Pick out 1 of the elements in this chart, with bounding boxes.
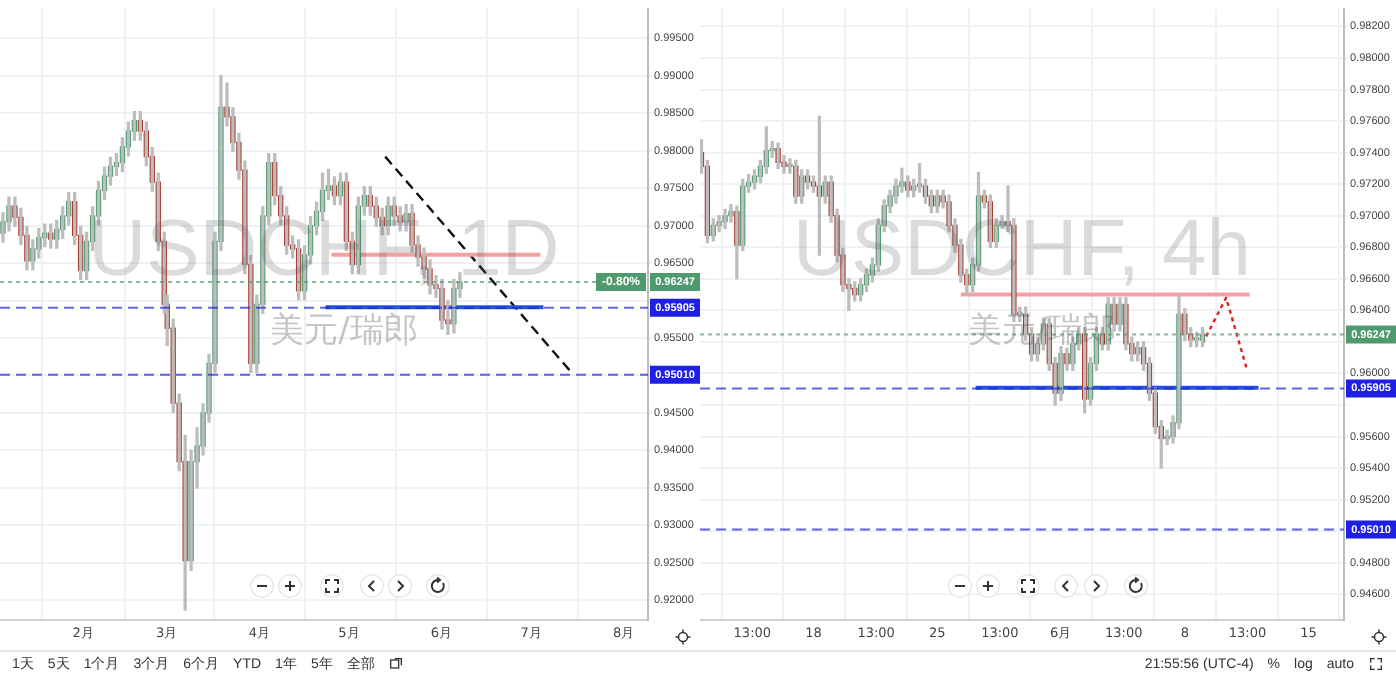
text: 美元/瑞郎 [270,311,418,352]
